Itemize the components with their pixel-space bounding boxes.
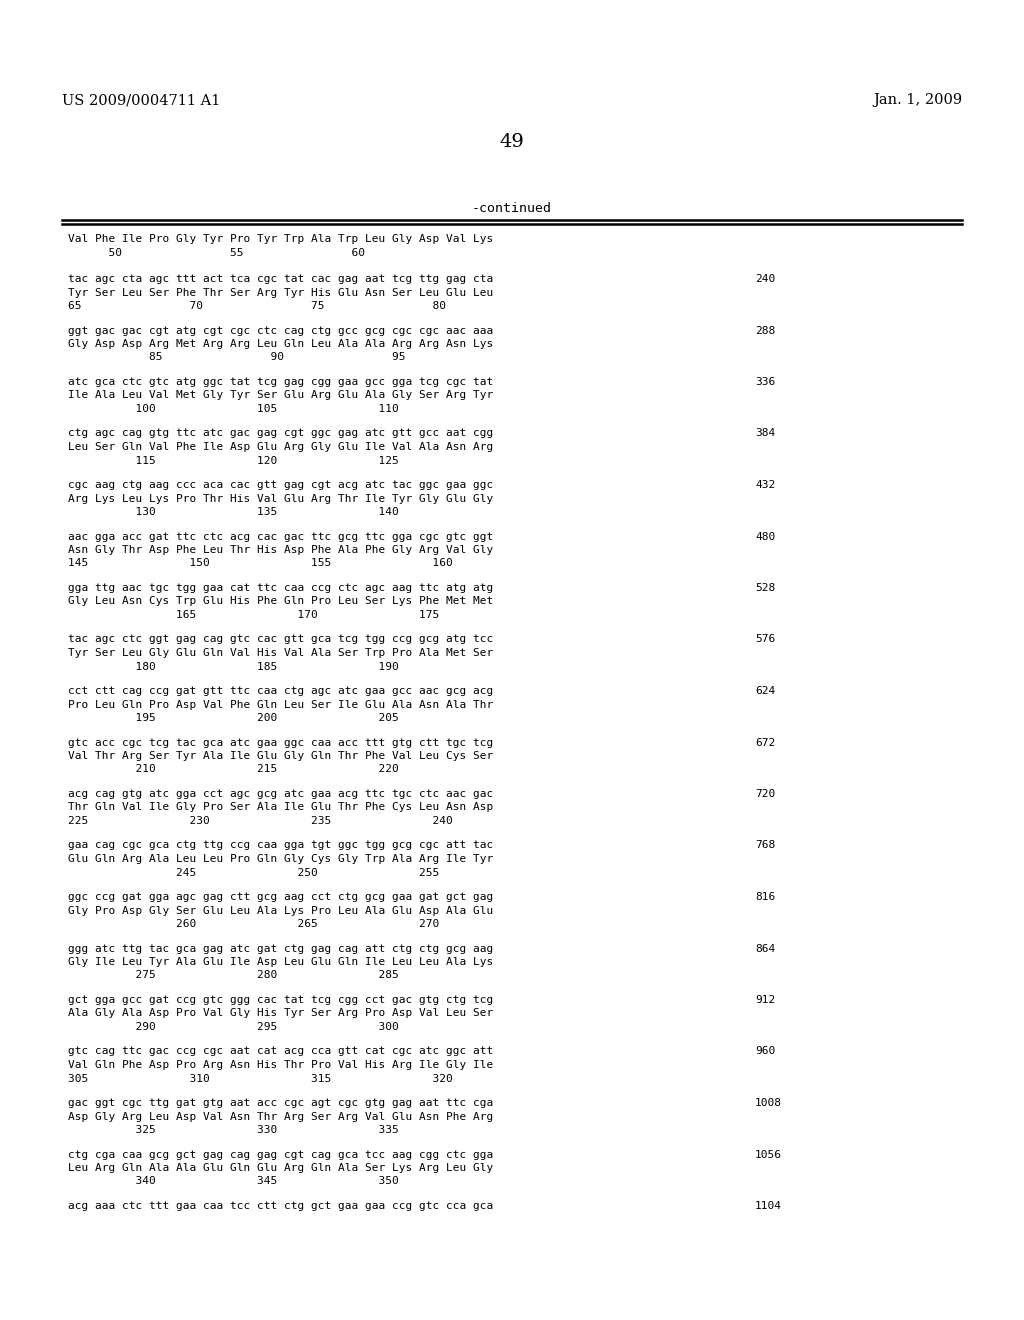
Text: ctg cga caa gcg gct gag cag gag cgt cag gca tcc aag cgg ctc gga: ctg cga caa gcg gct gag cag gag cgt cag … bbox=[68, 1150, 494, 1159]
Text: cct ctt cag ccg gat gtt ttc caa ctg agc atc gaa gcc aac gcg acg: cct ctt cag ccg gat gtt ttc caa ctg agc … bbox=[68, 686, 494, 696]
Text: 260               265               270: 260 265 270 bbox=[68, 919, 439, 929]
Text: Asp Gly Arg Leu Asp Val Asn Thr Arg Ser Arg Val Glu Asn Phe Arg: Asp Gly Arg Leu Asp Val Asn Thr Arg Ser … bbox=[68, 1111, 494, 1122]
Text: -continued: -continued bbox=[472, 202, 552, 215]
Text: 288: 288 bbox=[755, 326, 775, 335]
Text: Val Thr Arg Ser Tyr Ala Ile Glu Gly Gln Thr Phe Val Leu Cys Ser: Val Thr Arg Ser Tyr Ala Ile Glu Gly Gln … bbox=[68, 751, 494, 762]
Text: Ile Ala Leu Val Met Gly Tyr Ser Glu Arg Glu Ala Gly Ser Arg Tyr: Ile Ala Leu Val Met Gly Tyr Ser Glu Arg … bbox=[68, 391, 494, 400]
Text: 576: 576 bbox=[755, 635, 775, 644]
Text: Val Gln Phe Asp Pro Arg Asn His Thr Pro Val His Arg Ile Gly Ile: Val Gln Phe Asp Pro Arg Asn His Thr Pro … bbox=[68, 1060, 494, 1071]
Text: 340               345               350: 340 345 350 bbox=[68, 1176, 398, 1187]
Text: gaa cag cgc gca ctg ttg ccg caa gga tgt ggc tgg gcg cgc att tac: gaa cag cgc gca ctg ttg ccg caa gga tgt … bbox=[68, 841, 494, 850]
Text: ctg agc cag gtg ttc atc gac gag cgt ggc gag atc gtt gcc aat cgg: ctg agc cag gtg ttc atc gac gag cgt ggc … bbox=[68, 429, 494, 438]
Text: 1104: 1104 bbox=[755, 1201, 782, 1210]
Text: 1008: 1008 bbox=[755, 1098, 782, 1107]
Text: Leu Ser Gln Val Phe Ile Asp Glu Arg Gly Glu Ile Val Ala Asn Arg: Leu Ser Gln Val Phe Ile Asp Glu Arg Gly … bbox=[68, 442, 494, 451]
Text: 290               295               300: 290 295 300 bbox=[68, 1022, 398, 1032]
Text: Gly Asp Asp Arg Met Arg Arg Leu Gln Leu Ala Ala Arg Arg Asn Lys: Gly Asp Asp Arg Met Arg Arg Leu Gln Leu … bbox=[68, 339, 494, 348]
Text: Gly Ile Leu Tyr Ala Glu Ile Asp Leu Glu Gln Ile Leu Leu Ala Lys: Gly Ile Leu Tyr Ala Glu Ile Asp Leu Glu … bbox=[68, 957, 494, 968]
Text: 65                70                75                80: 65 70 75 80 bbox=[68, 301, 446, 312]
Text: Leu Arg Gln Ala Ala Glu Gln Glu Arg Gln Ala Ser Lys Arg Leu Gly: Leu Arg Gln Ala Ala Glu Gln Glu Arg Gln … bbox=[68, 1163, 494, 1173]
Text: gac ggt cgc ttg gat gtg aat acc cgc agt cgc gtg gag aat ttc cga: gac ggt cgc ttg gat gtg aat acc cgc agt … bbox=[68, 1098, 494, 1107]
Text: 245               250               255: 245 250 255 bbox=[68, 867, 439, 878]
Text: 325               330               335: 325 330 335 bbox=[68, 1125, 398, 1135]
Text: 130               135               140: 130 135 140 bbox=[68, 507, 398, 517]
Text: 240: 240 bbox=[755, 275, 775, 284]
Text: Thr Gln Val Ile Gly Pro Ser Ala Ile Glu Thr Phe Cys Leu Asn Asp: Thr Gln Val Ile Gly Pro Ser Ala Ile Glu … bbox=[68, 803, 494, 813]
Text: 432: 432 bbox=[755, 480, 775, 490]
Text: 49: 49 bbox=[500, 133, 524, 150]
Text: 85                90                95: 85 90 95 bbox=[68, 352, 406, 363]
Text: Pro Leu Gln Pro Asp Val Phe Gln Leu Ser Ile Glu Ala Asn Ala Thr: Pro Leu Gln Pro Asp Val Phe Gln Leu Ser … bbox=[68, 700, 494, 710]
Text: 195               200               205: 195 200 205 bbox=[68, 713, 398, 723]
Text: 624: 624 bbox=[755, 686, 775, 696]
Text: US 2009/0004711 A1: US 2009/0004711 A1 bbox=[62, 92, 220, 107]
Text: Ala Gly Ala Asp Pro Val Gly His Tyr Ser Arg Pro Asp Val Leu Ser: Ala Gly Ala Asp Pro Val Gly His Tyr Ser … bbox=[68, 1008, 494, 1019]
Text: 210               215               220: 210 215 220 bbox=[68, 764, 398, 775]
Text: 960: 960 bbox=[755, 1047, 775, 1056]
Text: Asn Gly Thr Asp Phe Leu Thr His Asp Phe Ala Phe Gly Arg Val Gly: Asn Gly Thr Asp Phe Leu Thr His Asp Phe … bbox=[68, 545, 494, 554]
Text: 1056: 1056 bbox=[755, 1150, 782, 1159]
Text: acg aaa ctc ttt gaa caa tcc ctt ctg gct gaa gaa ccg gtc cca gca: acg aaa ctc ttt gaa caa tcc ctt ctg gct … bbox=[68, 1201, 494, 1210]
Text: atc gca ctc gtc atg ggc tat tcg gag cgg gaa gcc gga tcg cgc tat: atc gca ctc gtc atg ggc tat tcg gag cgg … bbox=[68, 378, 494, 387]
Text: 864: 864 bbox=[755, 944, 775, 953]
Text: Jan. 1, 2009: Jan. 1, 2009 bbox=[872, 92, 962, 107]
Text: Gly Pro Asp Gly Ser Glu Leu Ala Lys Pro Leu Ala Glu Asp Ala Glu: Gly Pro Asp Gly Ser Glu Leu Ala Lys Pro … bbox=[68, 906, 494, 916]
Text: Glu Gln Arg Ala Leu Leu Pro Gln Gly Cys Gly Trp Ala Arg Ile Tyr: Glu Gln Arg Ala Leu Leu Pro Gln Gly Cys … bbox=[68, 854, 494, 865]
Text: aac gga acc gat ttc ctc acg cac gac ttc gcg ttc gga cgc gtc ggt: aac gga acc gat ttc ctc acg cac gac ttc … bbox=[68, 532, 494, 541]
Text: 528: 528 bbox=[755, 583, 775, 593]
Text: 336: 336 bbox=[755, 378, 775, 387]
Text: 180               185               190: 180 185 190 bbox=[68, 661, 398, 672]
Text: 115               120               125: 115 120 125 bbox=[68, 455, 398, 466]
Text: 275               280               285: 275 280 285 bbox=[68, 970, 398, 981]
Text: 720: 720 bbox=[755, 789, 775, 799]
Text: 305               310               315               320: 305 310 315 320 bbox=[68, 1073, 453, 1084]
Text: 912: 912 bbox=[755, 995, 775, 1005]
Text: 100               105               110: 100 105 110 bbox=[68, 404, 398, 414]
Text: Tyr Ser Leu Ser Phe Thr Ser Arg Tyr His Glu Asn Ser Leu Glu Leu: Tyr Ser Leu Ser Phe Thr Ser Arg Tyr His … bbox=[68, 288, 494, 297]
Text: ggc ccg gat gga agc gag ctt gcg aag cct ctg gcg gaa gat gct gag: ggc ccg gat gga agc gag ctt gcg aag cct … bbox=[68, 892, 494, 902]
Text: 480: 480 bbox=[755, 532, 775, 541]
Text: gga ttg aac tgc tgg gaa cat ttc caa ccg ctc agc aag ttc atg atg: gga ttg aac tgc tgg gaa cat ttc caa ccg … bbox=[68, 583, 494, 593]
Text: ggg atc ttg tac gca gag atc gat ctg gag cag att ctg ctg gcg aag: ggg atc ttg tac gca gag atc gat ctg gag … bbox=[68, 944, 494, 953]
Text: 225               230               235               240: 225 230 235 240 bbox=[68, 816, 453, 826]
Text: gtc acc cgc tcg tac gca atc gaa ggc caa acc ttt gtg ctt tgc tcg: gtc acc cgc tcg tac gca atc gaa ggc caa … bbox=[68, 738, 494, 747]
Text: Tyr Ser Leu Gly Glu Gln Val His Val Ala Ser Trp Pro Ala Met Ser: Tyr Ser Leu Gly Glu Gln Val His Val Ala … bbox=[68, 648, 494, 657]
Text: 672: 672 bbox=[755, 738, 775, 747]
Text: gct gga gcc gat ccg gtc ggg cac tat tcg cgg cct gac gtg ctg tcg: gct gga gcc gat ccg gtc ggg cac tat tcg … bbox=[68, 995, 494, 1005]
Text: acg cag gtg atc gga cct agc gcg atc gaa acg ttc tgc ctc aac gac: acg cag gtg atc gga cct agc gcg atc gaa … bbox=[68, 789, 494, 799]
Text: tac agc ctc ggt gag cag gtc cac gtt gca tcg tgg ccg gcg atg tcc: tac agc ctc ggt gag cag gtc cac gtt gca … bbox=[68, 635, 494, 644]
Text: gtc cag ttc gac ccg cgc aat cat acg cca gtt cat cgc atc ggc att: gtc cag ttc gac ccg cgc aat cat acg cca … bbox=[68, 1047, 494, 1056]
Text: 145               150               155               160: 145 150 155 160 bbox=[68, 558, 453, 569]
Text: Gly Leu Asn Cys Trp Glu His Phe Gln Pro Leu Ser Lys Phe Met Met: Gly Leu Asn Cys Trp Glu His Phe Gln Pro … bbox=[68, 597, 494, 606]
Text: 816: 816 bbox=[755, 892, 775, 902]
Text: ggt gac gac cgt atg cgt cgc ctc cag ctg gcc gcg cgc cgc aac aaa: ggt gac gac cgt atg cgt cgc ctc cag ctg … bbox=[68, 326, 494, 335]
Text: cgc aag ctg aag ccc aca cac gtt gag cgt acg atc tac ggc gaa ggc: cgc aag ctg aag ccc aca cac gtt gag cgt … bbox=[68, 480, 494, 490]
Text: tac agc cta agc ttt act tca cgc tat cac gag aat tcg ttg gag cta: tac agc cta agc ttt act tca cgc tat cac … bbox=[68, 275, 494, 284]
Text: 165               170               175: 165 170 175 bbox=[68, 610, 439, 620]
Text: Arg Lys Leu Lys Pro Thr His Val Glu Arg Thr Ile Tyr Gly Glu Gly: Arg Lys Leu Lys Pro Thr His Val Glu Arg … bbox=[68, 494, 494, 503]
Text: Val Phe Ile Pro Gly Tyr Pro Tyr Trp Ala Trp Leu Gly Asp Val Lys: Val Phe Ile Pro Gly Tyr Pro Tyr Trp Ala … bbox=[68, 234, 494, 244]
Text: 768: 768 bbox=[755, 841, 775, 850]
Text: 50                55                60: 50 55 60 bbox=[68, 248, 365, 257]
Text: 384: 384 bbox=[755, 429, 775, 438]
